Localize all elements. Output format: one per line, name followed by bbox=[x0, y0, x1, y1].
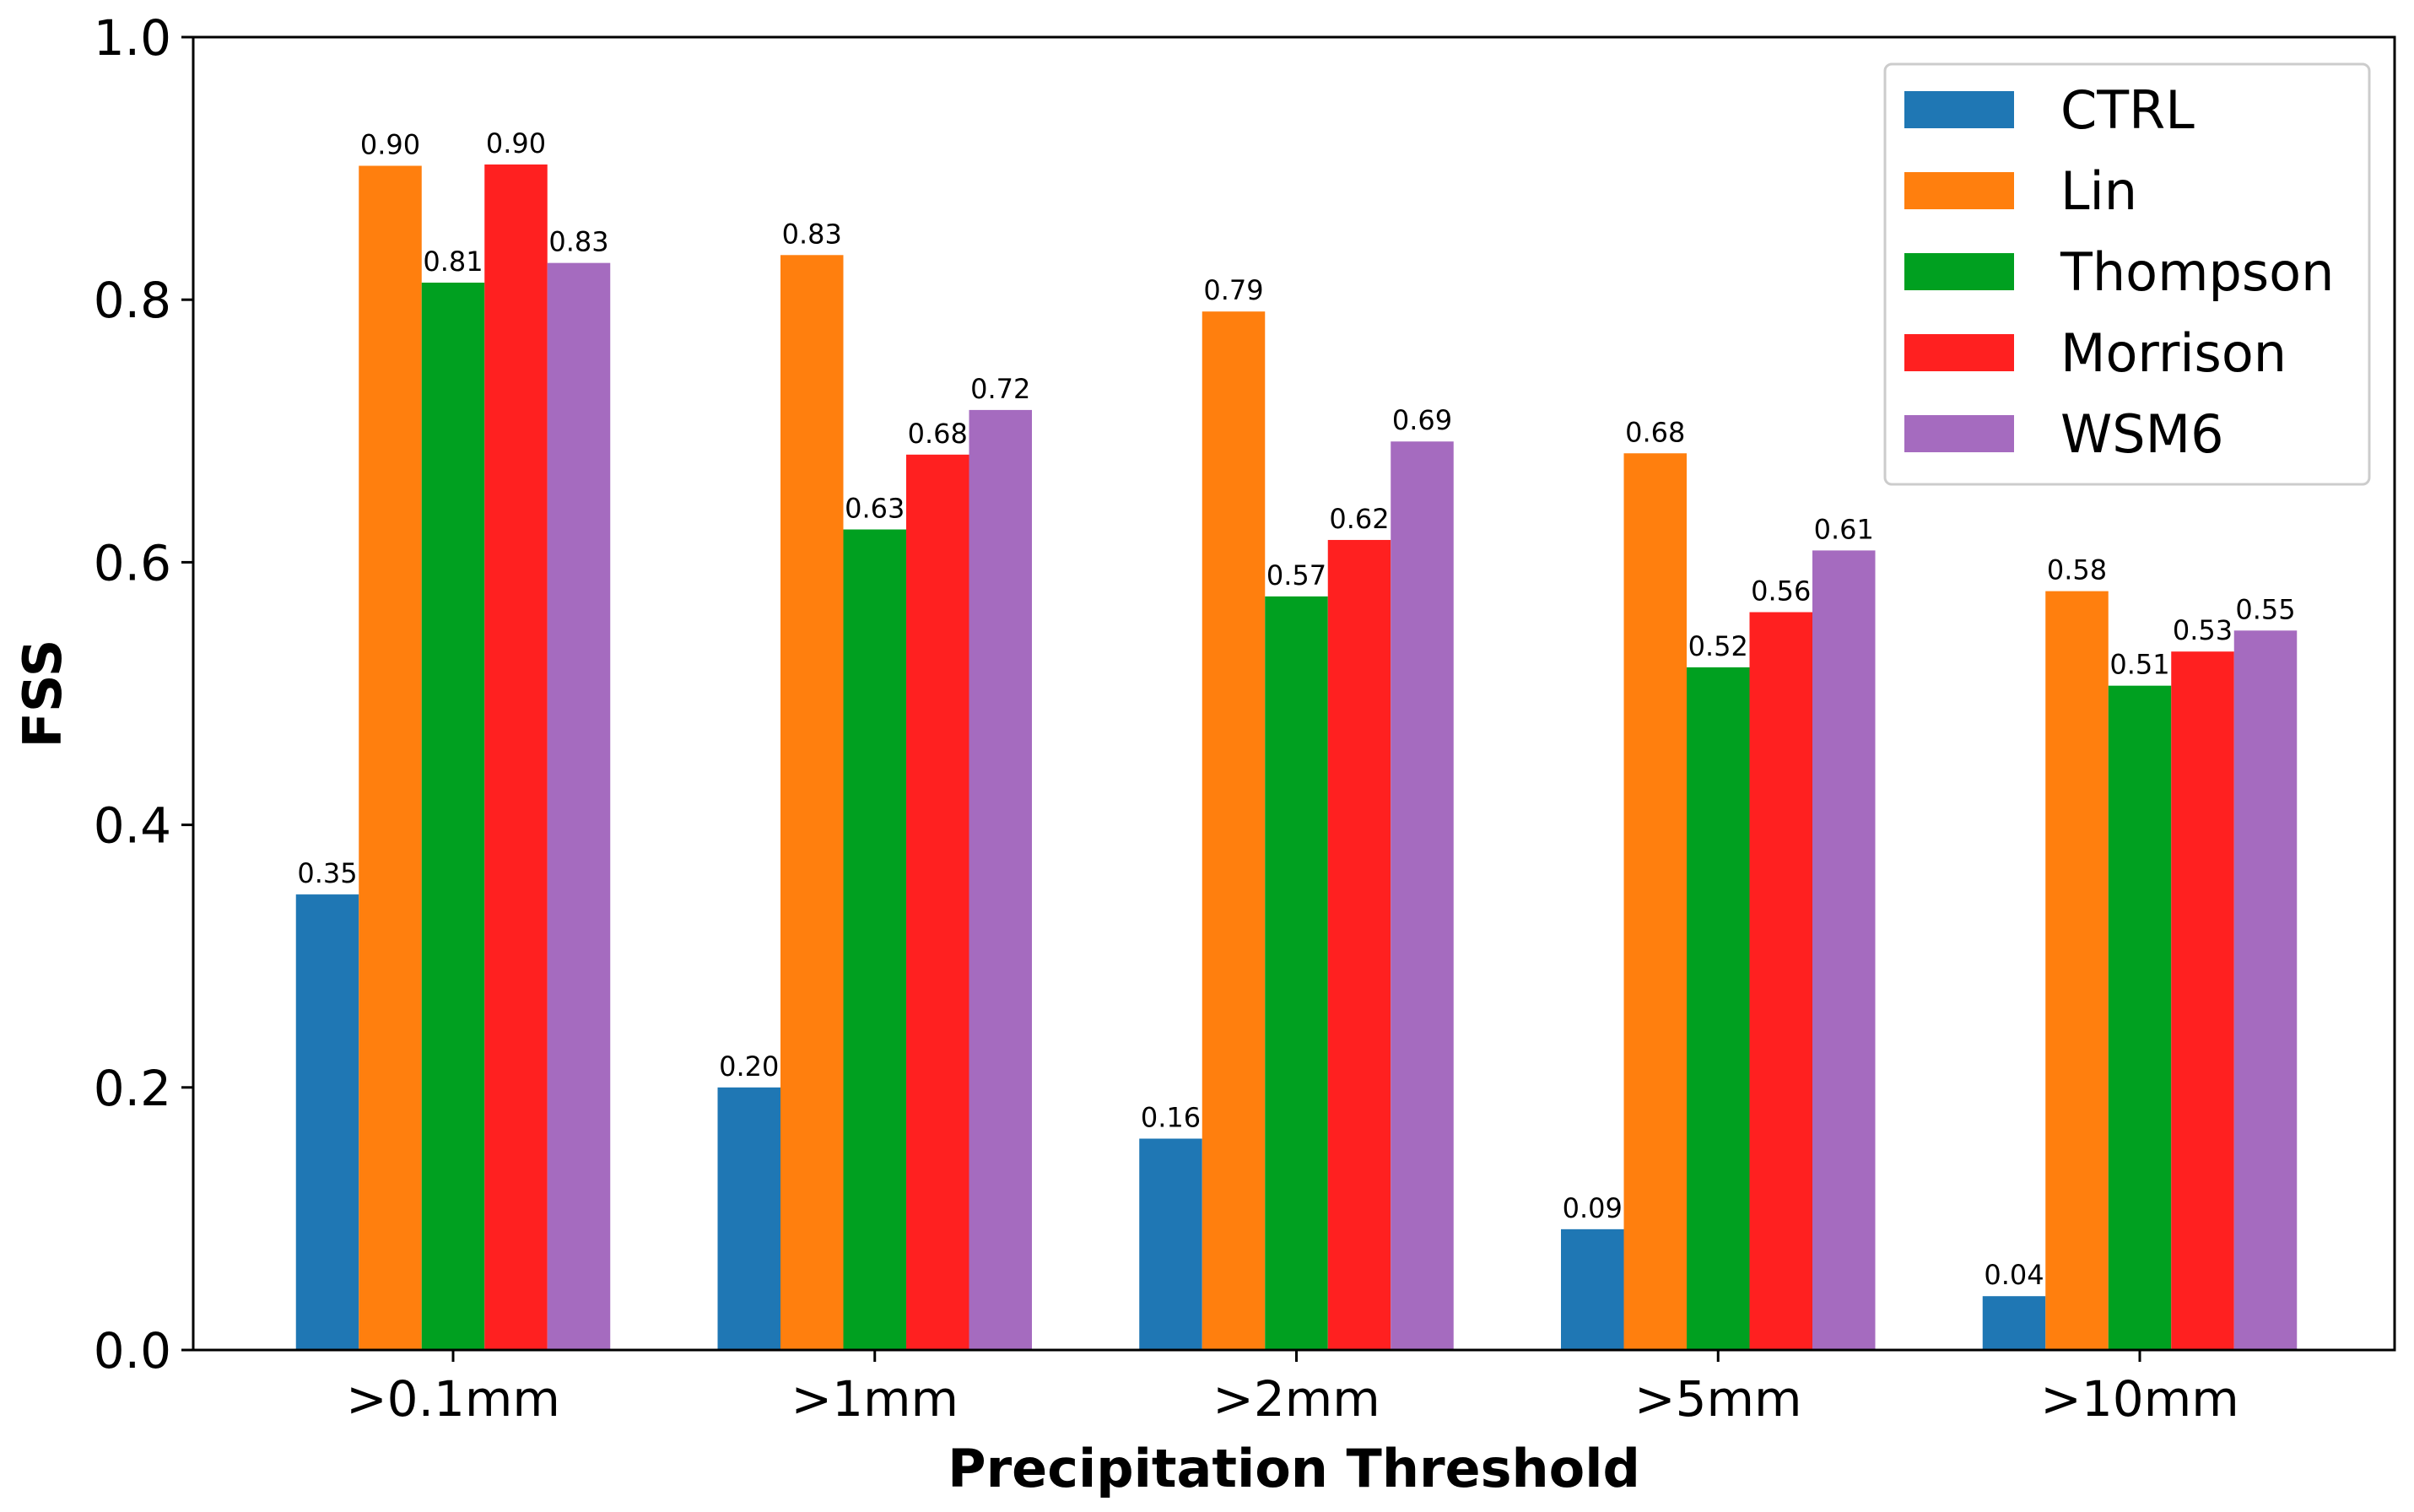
legend-label-ctrl: CTRL bbox=[2060, 79, 2195, 141]
bar-thompson bbox=[422, 283, 485, 1350]
legend-swatch-lin bbox=[1904, 172, 2014, 209]
legend-label-thompson: Thompson bbox=[2060, 241, 2334, 303]
y-axis-title: FSS bbox=[12, 640, 73, 748]
bar-value-label: 0.04 bbox=[1984, 1259, 2044, 1291]
bar-wsm6 bbox=[548, 263, 611, 1350]
x-tick-label: >10mm bbox=[2040, 1370, 2238, 1428]
y-tick-label: 0.0 bbox=[94, 1322, 171, 1380]
bar-thompson bbox=[1687, 667, 1750, 1350]
bar-ctrl bbox=[1983, 1296, 2046, 1350]
bar-value-label: 0.90 bbox=[360, 128, 420, 160]
legend-swatch-wsm6 bbox=[1904, 415, 2014, 452]
y-tick-label: 0.4 bbox=[94, 797, 171, 855]
x-axis-title: Precipitation Threshold bbox=[948, 1438, 1640, 1499]
bar-wsm6 bbox=[1812, 550, 1876, 1350]
x-tick-label: >2mm bbox=[1212, 1370, 1380, 1428]
bar-lin bbox=[359, 165, 422, 1350]
bar-value-label: 0.61 bbox=[1814, 513, 1874, 545]
bar-value-label: 0.55 bbox=[2235, 593, 2295, 625]
bar-value-label: 0.58 bbox=[2047, 554, 2107, 586]
bar-morrison bbox=[2171, 651, 2234, 1350]
bar-wsm6 bbox=[1391, 441, 1454, 1350]
bar-value-label: 0.63 bbox=[845, 493, 905, 525]
bar-thompson bbox=[844, 530, 907, 1351]
bar-value-label: 0.51 bbox=[2109, 649, 2169, 681]
y-tick-label: 1.0 bbox=[94, 9, 171, 67]
bar-morrison bbox=[484, 165, 548, 1350]
x-tick-label: >1mm bbox=[791, 1370, 959, 1428]
legend-swatch-thompson bbox=[1904, 253, 2014, 290]
y-tick-label: 0.8 bbox=[94, 272, 171, 329]
bar-value-label: 0.68 bbox=[1625, 416, 1685, 448]
bar-value-label: 0.81 bbox=[423, 246, 483, 278]
bar-lin bbox=[1624, 453, 1688, 1350]
legend-label-wsm6: WSM6 bbox=[2060, 403, 2224, 465]
bar-value-label: 0.16 bbox=[1141, 1101, 1201, 1133]
bar-value-label: 0.69 bbox=[1392, 404, 1452, 436]
bar-lin bbox=[1202, 311, 1266, 1350]
bar-value-label: 0.90 bbox=[486, 127, 546, 159]
bar-value-label: 0.57 bbox=[1266, 559, 1326, 591]
bar-value-label: 0.20 bbox=[719, 1050, 779, 1083]
fss-bar-chart: 0.350.900.810.900.830.200.830.630.680.72… bbox=[0, 0, 2414, 1512]
bar-value-label: 0.56 bbox=[1751, 575, 1811, 608]
bar-wsm6 bbox=[969, 410, 1033, 1350]
x-tick-label: >0.1mm bbox=[346, 1370, 560, 1428]
bar-morrison bbox=[1328, 540, 1391, 1350]
legend-swatch-ctrl bbox=[1904, 91, 2014, 128]
bar-ctrl bbox=[296, 894, 359, 1350]
bar-lin bbox=[780, 255, 844, 1350]
legend-swatch-morrison bbox=[1904, 334, 2014, 371]
bar-value-label: 0.52 bbox=[1688, 630, 1748, 662]
bar-value-label: 0.79 bbox=[1203, 274, 1263, 306]
legend: CTRL Lin Thompson Morrison WSM6 bbox=[1885, 64, 2369, 484]
bar-value-label: 0.68 bbox=[908, 418, 968, 450]
bar-morrison bbox=[906, 455, 969, 1350]
y-tick-label: 0.6 bbox=[94, 534, 171, 591]
bar-value-label: 0.83 bbox=[782, 218, 842, 250]
bar-thompson bbox=[2109, 686, 2172, 1350]
legend-label-morrison: Morrison bbox=[2060, 322, 2287, 384]
bar-value-label: 0.83 bbox=[548, 226, 608, 258]
bar-ctrl bbox=[718, 1088, 781, 1350]
legend-label-lin: Lin bbox=[2060, 160, 2137, 222]
bar-lin bbox=[2045, 591, 2109, 1350]
bar-value-label: 0.53 bbox=[2173, 614, 2233, 646]
y-tick-label: 0.2 bbox=[94, 1060, 171, 1117]
bar-ctrl bbox=[1561, 1229, 1624, 1350]
bar-thompson bbox=[1265, 597, 1328, 1350]
bar-morrison bbox=[1750, 613, 1813, 1350]
bar-value-label: 0.35 bbox=[297, 857, 357, 889]
bar-value-label: 0.72 bbox=[970, 373, 1030, 405]
bar-wsm6 bbox=[2234, 630, 2298, 1350]
bar-value-label: 0.62 bbox=[1329, 503, 1389, 535]
bar-ctrl bbox=[1139, 1138, 1202, 1350]
x-tick-label: >5mm bbox=[1634, 1370, 1802, 1428]
bar-value-label: 0.09 bbox=[1563, 1192, 1623, 1224]
